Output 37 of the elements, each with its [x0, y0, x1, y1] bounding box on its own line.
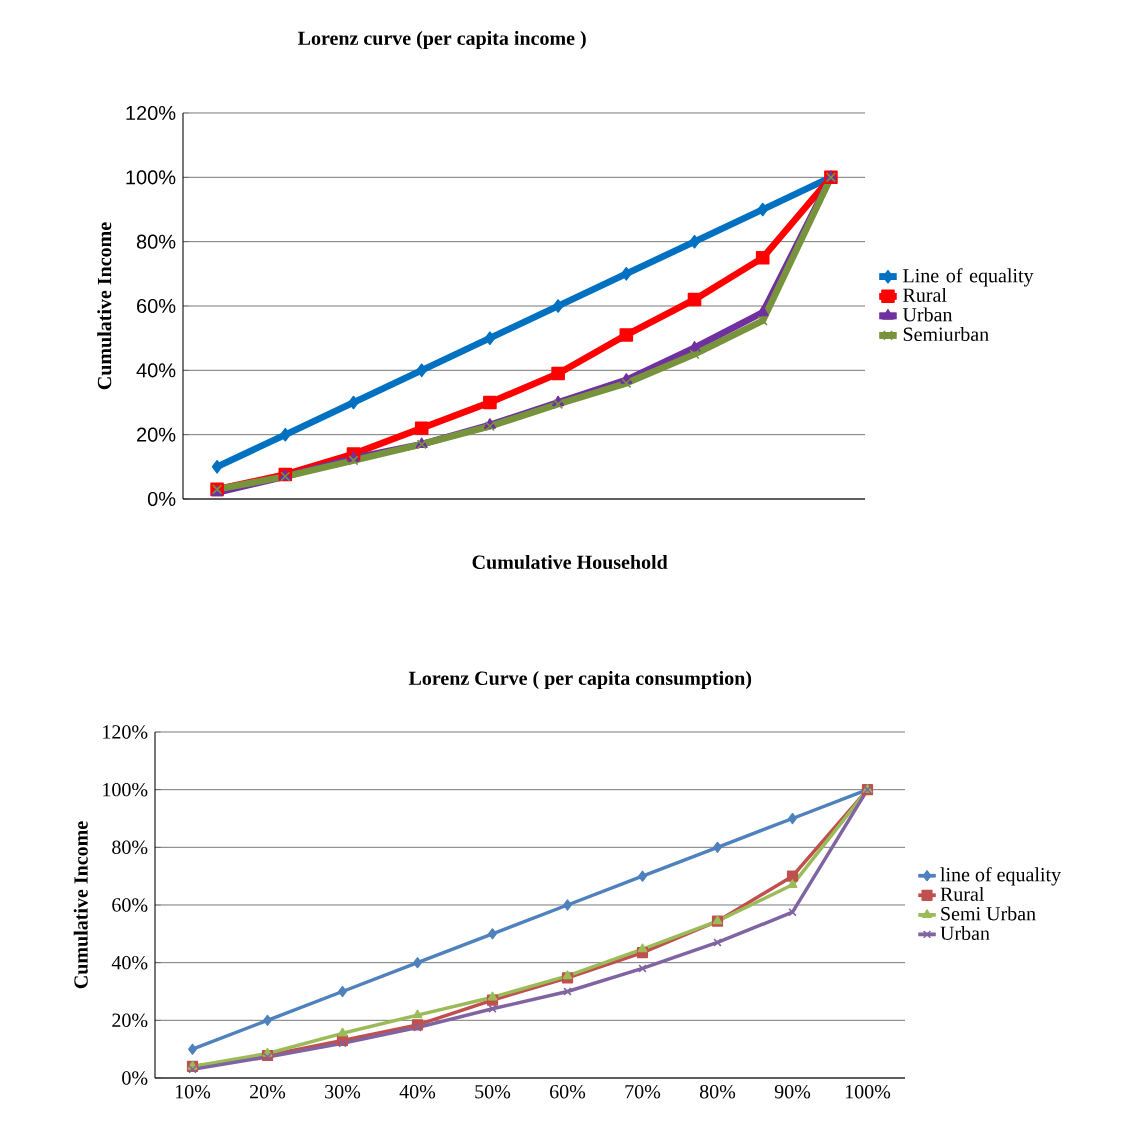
legend-label: Line of equality [903, 268, 1034, 287]
legend-label: Urban [940, 925, 990, 941]
x-tick-label: 80% [699, 1084, 736, 1099]
y-tick-label: 0% [147, 491, 176, 507]
y-tick-label: 0% [122, 1071, 148, 1085]
legend-label: Semi Urban [941, 906, 1036, 921]
x-tick-label: 60% [550, 1084, 586, 1099]
x-tick-label: 70% [625, 1084, 661, 1099]
x-tick-label: 10% [175, 1084, 211, 1099]
x-tick-label: 100% [845, 1084, 891, 1099]
y-tick-label: 80% [136, 234, 176, 249]
y-tick-label: 100% [103, 782, 148, 797]
legend-label: line of equality [940, 867, 1061, 886]
x-tick-label: 40% [399, 1084, 436, 1099]
x-tick-label: 90% [774, 1084, 811, 1099]
x-axis-title: Cumulative Household [472, 554, 668, 570]
y-tick-label: 20% [112, 1013, 148, 1028]
y-tick-label: 40% [111, 955, 148, 970]
y-tick-label: 80% [112, 840, 148, 855]
chart-title: Lorenz curve (per capita income ) [298, 30, 586, 50]
y-tick-label: 40% [136, 363, 176, 378]
y-tick-label: 60% [112, 898, 148, 912]
x-tick-label: 50% [475, 1084, 511, 1099]
legend-label: Urban [902, 307, 953, 322]
legend-label: Semiurban [903, 326, 989, 342]
y-tick-label: 60% [137, 298, 176, 314]
x-tick-label: 20% [250, 1084, 286, 1099]
y-axis-title: Cumulative Income [73, 821, 88, 989]
y-tick-label: 20% [137, 427, 176, 442]
y-tick-label: 120% [126, 105, 176, 121]
legend-label: Rural [903, 287, 947, 302]
y-axis-title: Cumulative Income [97, 222, 112, 390]
y-tick-label: 120% [103, 725, 148, 739]
legend-label: Rural [940, 886, 984, 901]
x-tick-label: 30% [325, 1084, 361, 1099]
chart-title: Lorenz Curve ( per capita consumption) [408, 670, 752, 690]
y-tick-label: 100% [126, 170, 176, 185]
